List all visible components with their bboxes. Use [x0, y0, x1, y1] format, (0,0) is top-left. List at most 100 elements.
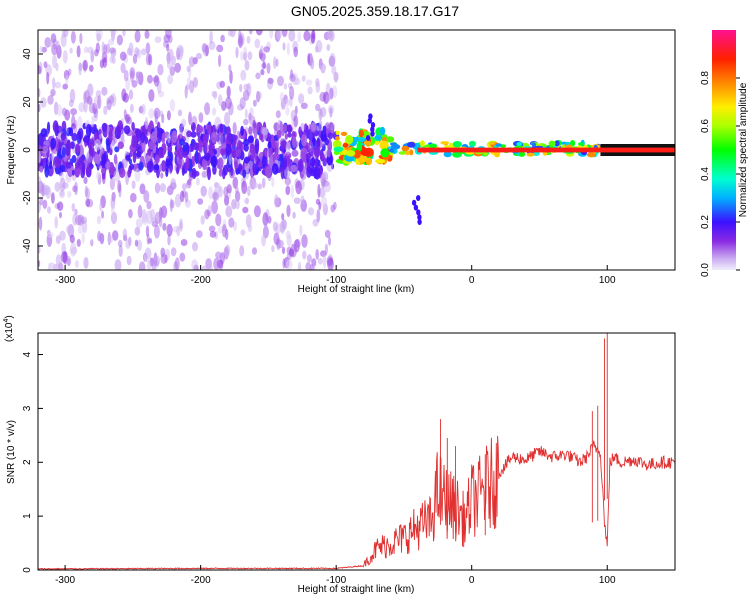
heatmap-cell: [548, 140, 556, 147]
heatmap-cell: [150, 131, 158, 144]
heatmap-cell: [443, 145, 451, 149]
heatmap-cell: [209, 30, 213, 44]
heatmap-cell: [70, 108, 77, 116]
heatmap-band: [417, 147, 675, 153]
heatmap-cell: [489, 141, 496, 145]
heatmap-cell: [186, 83, 190, 91]
heatmap-cell: [301, 133, 305, 144]
heatmap-cell: [269, 155, 274, 169]
heatmap-cell: [101, 210, 105, 219]
heatmap-cell: [179, 124, 183, 139]
heatmap-cell: [324, 181, 331, 193]
heatmap-cell: [188, 150, 192, 161]
heatmap-cell: [69, 88, 76, 103]
heatmap-cell: [225, 126, 231, 136]
heatmap-cell: [429, 143, 438, 149]
heatmap-feature-cell: [417, 219, 422, 225]
heatmap-cell: [289, 73, 296, 82]
heatmap-cell: [288, 248, 295, 257]
heatmap-cell: [97, 95, 102, 110]
heatmap-cell: [204, 143, 209, 154]
heatmap-cell: [235, 186, 239, 195]
heatmap-cell: [85, 123, 92, 138]
heatmap-cell: [301, 75, 306, 82]
heatmap-cell: [570, 140, 576, 147]
snr-scale-base: (x10: [4, 322, 15, 342]
heatmap-cell: [179, 218, 183, 231]
heatmap-cell: [198, 112, 204, 123]
heatmap-cell: [578, 142, 585, 146]
heatmap-cell: [220, 34, 225, 43]
heatmap-cell: [215, 213, 222, 227]
heatmap-cell: [110, 200, 115, 215]
heatmap-feature-cell: [413, 204, 419, 211]
heatmap-cell: [275, 110, 281, 119]
spectrogram-y-tick-label: 0: [22, 147, 33, 153]
heatmap-cell: [154, 154, 160, 164]
heatmap-cell: [243, 156, 251, 164]
heatmap-cell: [243, 143, 249, 152]
heatmap-cell: [325, 94, 331, 102]
heatmap-cell: [285, 106, 290, 116]
heatmap-cell: [329, 107, 333, 118]
heatmap-cell: [301, 234, 308, 248]
heatmap-cell: [82, 59, 88, 71]
heatmap-cell: [292, 136, 297, 149]
heatmap-cell: [253, 205, 261, 218]
heatmap-cell: [42, 145, 49, 154]
heatmap-cell: [137, 204, 143, 219]
heatmap-cell: [169, 182, 177, 190]
heatmap-cell: [204, 209, 210, 220]
heatmap-cell: [318, 201, 322, 211]
heatmap-cell: [190, 131, 197, 138]
heatmap-cell: [333, 146, 344, 153]
heatmap-cell: [356, 141, 363, 151]
heatmap-cell: [52, 77, 56, 90]
heatmap-cell: [271, 163, 279, 175]
heatmap-cell: [240, 229, 246, 236]
heatmap-cell: [274, 194, 279, 208]
heatmap-cell: [160, 172, 164, 179]
heatmap-cell: [209, 231, 217, 238]
heatmap-cell: [95, 42, 100, 53]
heatmap-cell: [326, 149, 331, 158]
heatmap-cell: [85, 198, 91, 207]
heatmap-cell: [259, 133, 264, 141]
heatmap-cell: [144, 116, 149, 130]
heatmap-cell: [55, 235, 61, 245]
heatmap-cell: [50, 137, 57, 150]
heatmap-cell: [143, 252, 150, 263]
heatmap-cell: [147, 260, 152, 270]
heatmap-cell: [217, 157, 224, 170]
heatmap-cell: [239, 245, 245, 257]
heatmap-cell: [90, 239, 94, 247]
heatmap-cell: [101, 86, 108, 96]
heatmap-cell: [167, 48, 174, 62]
heatmap-cell: [295, 180, 302, 195]
heatmap-cell: [40, 182, 47, 197]
heatmap-cell: [105, 161, 111, 170]
heatmap-cell: [219, 123, 224, 133]
heatmap-cell: [308, 141, 314, 153]
heatmap-cell: [69, 234, 75, 244]
heatmap-cell: [110, 211, 118, 225]
heatmap-cell: [196, 125, 204, 134]
heatmap-cell: [318, 119, 323, 132]
heatmap-cell: [153, 255, 160, 267]
heatmap-cell: [95, 30, 103, 41]
heatmap-cell: [285, 230, 291, 240]
heatmap-cell: [283, 123, 287, 133]
heatmap-cell: [261, 62, 267, 69]
heatmap-cell: [288, 30, 296, 42]
heatmap-cell: [226, 184, 232, 194]
heatmap-cell: [66, 139, 71, 150]
heatmap-cell: [93, 124, 97, 130]
heatmap-cell: [243, 198, 250, 204]
heatmap-cell: [147, 74, 153, 84]
snr-scale-exp: 4: [3, 319, 10, 323]
heatmap-cell: [271, 140, 276, 149]
heatmap-cell: [237, 37, 243, 47]
heatmap-cell: [208, 263, 213, 270]
heatmap-cell: [54, 181, 61, 192]
heatmap-cell: [38, 216, 43, 231]
